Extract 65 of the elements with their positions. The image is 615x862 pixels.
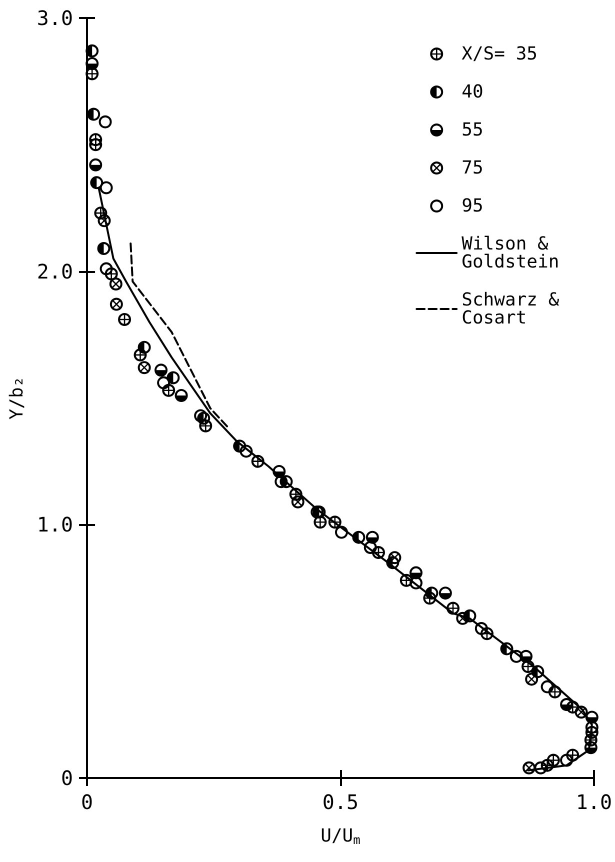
point — [97, 242, 110, 256]
y-tick-label: 2.0 — [36, 259, 74, 284]
point — [86, 44, 99, 58]
point — [87, 108, 100, 121]
y-tick-label: 1.0 — [36, 512, 74, 537]
legend-label: 55 — [462, 120, 484, 140]
point — [560, 698, 574, 712]
legend-label: 40 — [462, 82, 484, 102]
point — [522, 761, 536, 774]
point — [233, 440, 246, 453]
y-tick-label: 3.0 — [36, 6, 74, 30]
point — [100, 181, 113, 194]
point — [291, 495, 304, 508]
point — [98, 214, 111, 228]
legend-label: X/S= 35 — [462, 44, 538, 64]
point — [364, 540, 377, 554]
point — [410, 576, 423, 590]
y-tick-label: 0 — [60, 766, 74, 790]
point — [138, 340, 151, 354]
y-axis-title: Y/b₂ — [6, 376, 28, 420]
point — [510, 650, 523, 663]
point — [274, 475, 288, 488]
point — [500, 642, 514, 656]
point — [446, 602, 460, 615]
legend-label: Wilson & Goldstein — [462, 234, 560, 272]
point — [90, 176, 104, 190]
point — [89, 138, 102, 152]
point — [388, 551, 402, 564]
point — [194, 409, 208, 422]
point — [251, 454, 264, 468]
point — [138, 361, 151, 374]
point — [100, 262, 113, 276]
x-axis-title: U/Um — [320, 826, 360, 847]
point — [110, 298, 123, 311]
legend-label: 95 — [462, 196, 484, 216]
point — [328, 516, 342, 529]
point — [425, 586, 438, 600]
point — [157, 376, 170, 390]
point — [438, 586, 452, 600]
point — [86, 57, 99, 70]
point — [560, 754, 574, 767]
point — [98, 115, 112, 128]
point — [174, 388, 188, 402]
point — [352, 530, 366, 544]
point — [456, 612, 470, 625]
point — [474, 622, 488, 636]
x-tick-label: 1.0 — [576, 790, 612, 814]
legend-label: Schwarz & Cosart — [462, 290, 570, 328]
point — [334, 526, 348, 539]
x-tick-label: 0 — [81, 790, 94, 814]
point — [540, 680, 554, 694]
point — [525, 672, 538, 686]
x-tick-label: 0.5 — [322, 790, 359, 814]
point — [89, 158, 102, 172]
point — [574, 706, 588, 719]
point — [534, 761, 548, 774]
point — [109, 278, 122, 290]
point — [585, 720, 598, 734]
point — [240, 444, 253, 458]
legend-label: 75 — [462, 158, 484, 178]
point — [118, 312, 132, 326]
point — [584, 741, 598, 754]
point — [166, 371, 180, 384]
point — [154, 364, 168, 377]
line-series — [130, 242, 230, 430]
